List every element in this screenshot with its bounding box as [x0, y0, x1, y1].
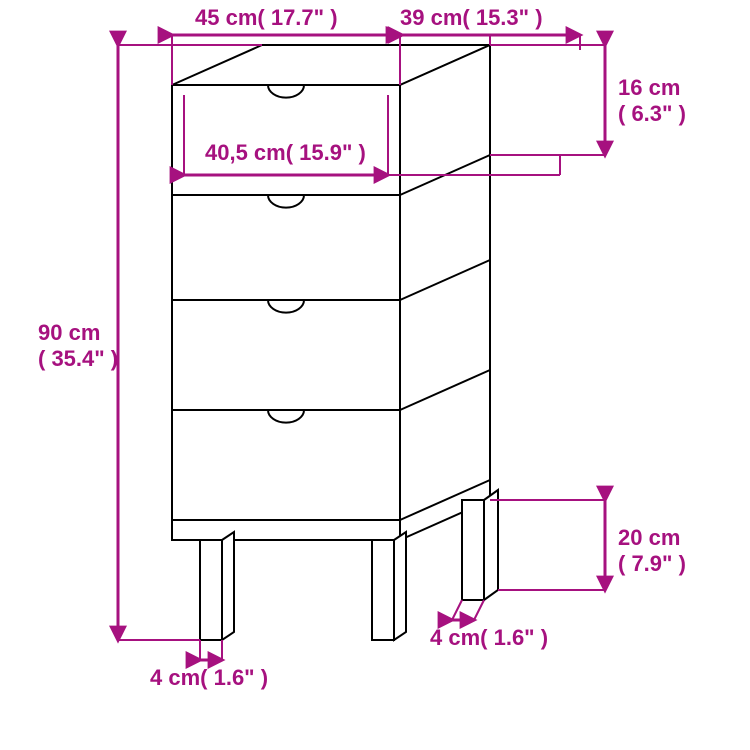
dim-leg-height: 20 cm( 7.9" ) — [618, 525, 686, 577]
dim-width: 45 cm( 17.7" ) — [195, 5, 338, 31]
dim-leg-w1: 4 cm( 1.6" ) — [150, 665, 268, 691]
dim-height: 90 cm( 35.4" ) — [38, 320, 118, 372]
dim-leg-w2: 4 cm( 1.6" ) — [430, 625, 548, 651]
diagram-container: 45 cm( 17.7" ) 39 cm( 15.3" ) 16 cm( 6.3… — [0, 0, 750, 750]
dim-drawer-width: 40,5 cm( 15.9" ) — [205, 140, 366, 166]
dim-depth: 39 cm( 15.3" ) — [400, 5, 543, 31]
dim-drawer-height: 16 cm( 6.3" ) — [618, 75, 686, 127]
